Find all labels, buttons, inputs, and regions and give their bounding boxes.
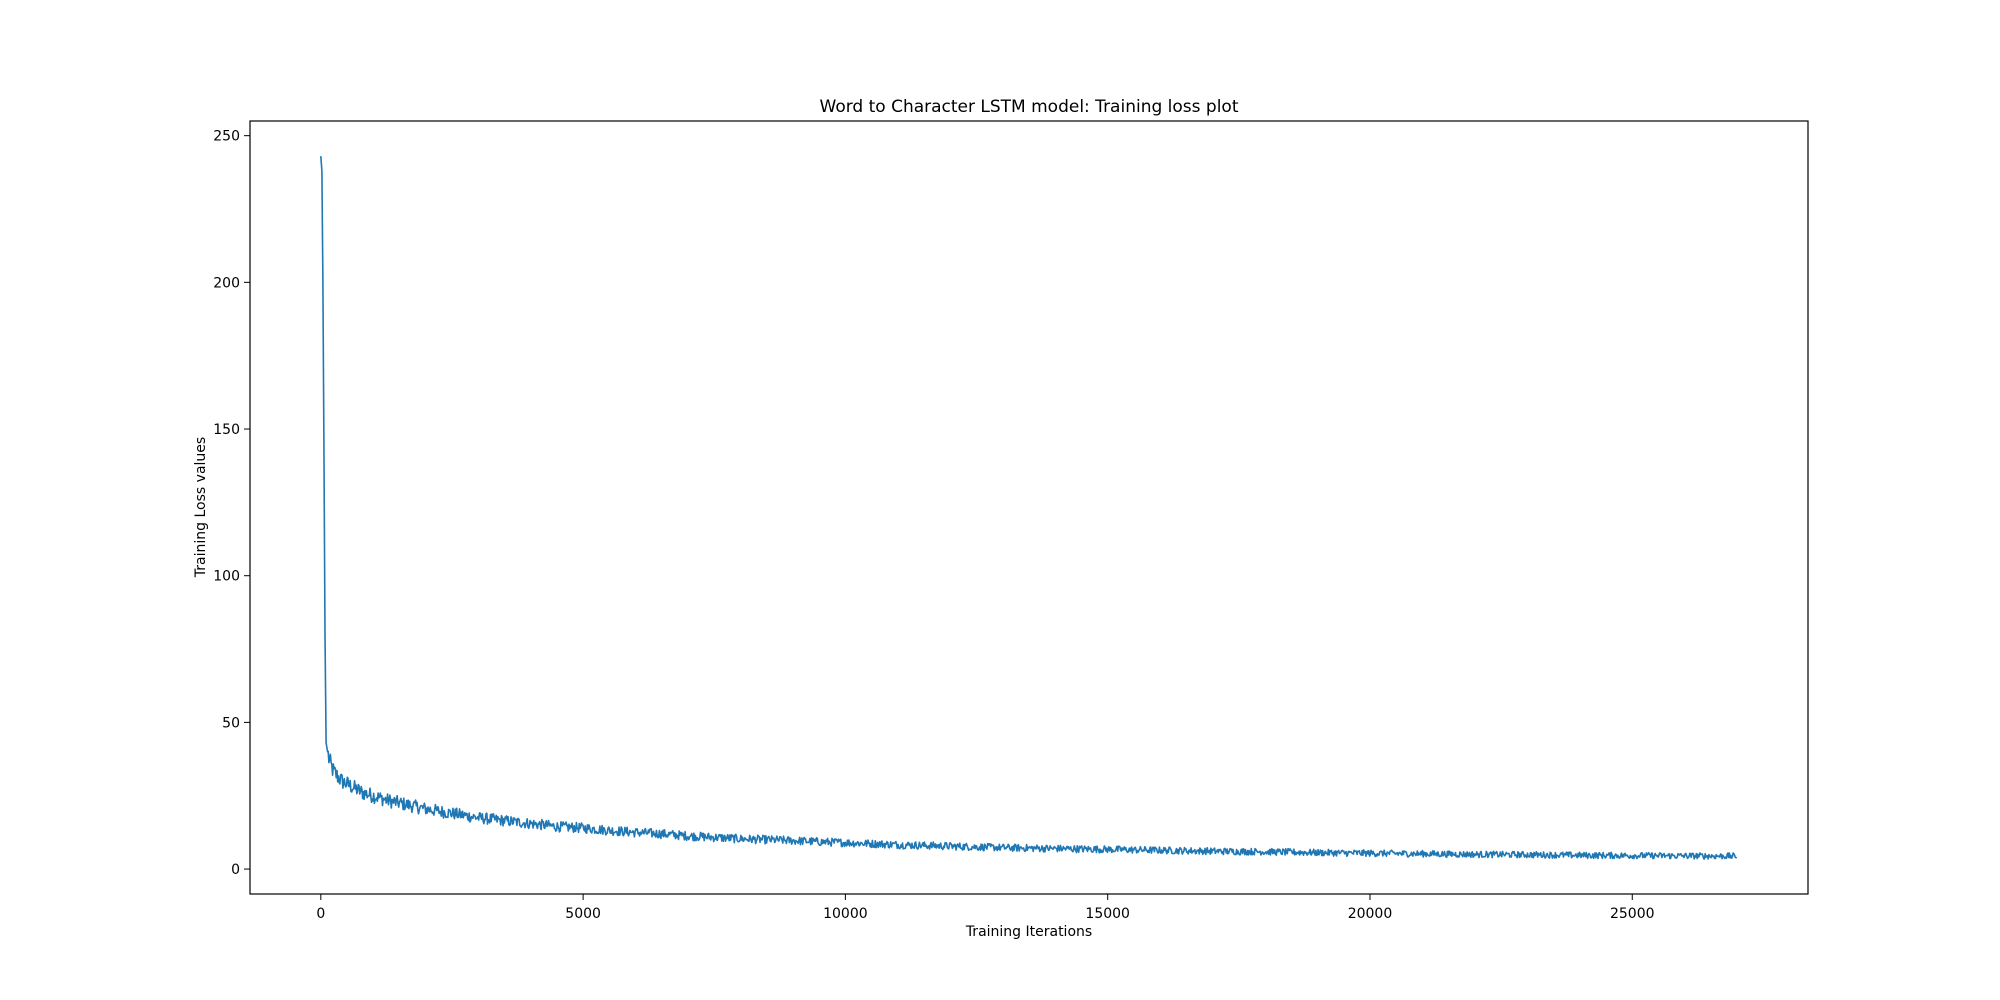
x-tick-label: 5000 — [565, 906, 601, 922]
series-line — [320, 156, 1738, 860]
x-tick-label: 10000 — [823, 906, 868, 922]
x-tick-label: 0 — [316, 906, 325, 922]
x-axis-label: Training Iterations — [965, 924, 1092, 940]
x-tick-label: 20000 — [1348, 906, 1393, 922]
y-tick-label: 100 — [213, 569, 240, 585]
y-axis: 0 50 100 150 200 250 — [213, 129, 250, 878]
y-tick-label: 150 — [213, 422, 240, 438]
plot-area — [320, 156, 1738, 860]
chart-title: Word to Character LSTM model: Training l… — [820, 97, 1239, 117]
x-tick-label: 25000 — [1610, 906, 1655, 922]
y-tick-label: 0 — [231, 862, 240, 878]
plot-frame — [249, 120, 1809, 895]
x-tick-label: 15000 — [1085, 906, 1130, 922]
y-tick-label: 250 — [213, 129, 240, 145]
x-axis: 0 5000 10000 15000 20000 25000 — [316, 894, 1655, 922]
y-tick-label: 200 — [213, 275, 240, 291]
y-axis-label: Training Loss values — [193, 437, 209, 578]
y-tick-label: 50 — [222, 715, 240, 731]
